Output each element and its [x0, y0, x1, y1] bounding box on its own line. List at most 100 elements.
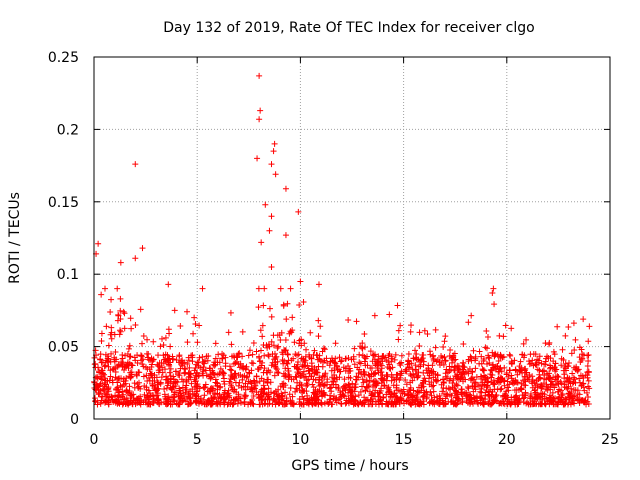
data-point: [132, 255, 139, 262]
data-point: [497, 354, 504, 361]
data-point: [490, 285, 497, 292]
data-point: [412, 347, 419, 354]
data-point: [121, 366, 128, 373]
data-point: [288, 329, 295, 336]
data-point: [557, 379, 564, 386]
data-point: [132, 321, 139, 328]
data-point: [482, 377, 489, 384]
data-point: [469, 382, 476, 389]
data-point: [163, 385, 170, 392]
axis-ticks: 0 5 10 15 20 25 0 0.05 0.1 0.15 0.2 0.25: [48, 50, 619, 448]
data-point: [401, 390, 408, 397]
data-point: [460, 366, 467, 373]
data-point: [255, 366, 262, 373]
data-point: [268, 338, 275, 345]
data-point: [130, 391, 137, 398]
data-point: [531, 379, 538, 386]
data-point: [95, 240, 102, 247]
data-point: [275, 369, 282, 376]
data-point: [261, 285, 268, 292]
data-point: [236, 379, 243, 386]
data-point: [552, 360, 559, 367]
data-point: [185, 376, 192, 383]
data-point: [371, 312, 378, 319]
data-point: [451, 367, 458, 374]
data-point: [202, 367, 209, 374]
data-point: [196, 322, 203, 329]
data-point: [282, 373, 289, 380]
data-point: [504, 384, 511, 391]
data-point: [554, 388, 561, 395]
data-point: [440, 380, 447, 387]
data-point: [107, 373, 114, 380]
data-point: [512, 366, 519, 373]
data-point: [134, 397, 141, 404]
data-point: [262, 201, 269, 208]
data-point: [191, 314, 198, 321]
data-point: [217, 394, 224, 401]
data-point: [331, 367, 338, 374]
data-point: [547, 381, 554, 388]
data-point: [322, 372, 329, 379]
data-point: [292, 373, 299, 380]
data-point: [264, 369, 271, 376]
data-point: [585, 393, 592, 400]
data-point: [137, 306, 144, 313]
data-point: [538, 383, 545, 390]
data-point: [394, 302, 401, 309]
data-point: [559, 390, 566, 397]
data-point: [334, 363, 341, 370]
data-point: [378, 379, 385, 386]
data-point: [492, 350, 499, 357]
data-point: [392, 351, 399, 358]
data-point: [387, 393, 394, 400]
data-point: [523, 336, 530, 343]
data-point: [127, 392, 134, 399]
data-point: [416, 342, 423, 349]
data-point: [254, 155, 261, 162]
data-point: [409, 377, 416, 384]
data-point: [430, 357, 437, 364]
data-point: [242, 366, 249, 373]
data-point: [282, 185, 289, 192]
data-point: [470, 347, 477, 354]
data-point: [293, 385, 300, 392]
data-point: [320, 345, 327, 352]
data-point: [361, 330, 368, 337]
data-point: [501, 382, 508, 389]
data-point: [542, 340, 549, 347]
data-point: [107, 331, 114, 338]
data-point: [116, 389, 123, 396]
data-point: [299, 371, 306, 378]
data-point: [330, 393, 337, 400]
data-point: [565, 359, 572, 366]
data-point: [318, 377, 325, 384]
data-point: [248, 380, 255, 387]
data-point: [187, 388, 194, 395]
data-point: [337, 358, 344, 365]
data-point: [498, 353, 505, 360]
data-point: [434, 372, 441, 379]
data-point: [481, 401, 488, 408]
data-point: [520, 395, 527, 402]
data-point: [533, 362, 540, 369]
data-point: [112, 369, 119, 376]
data-point: [150, 338, 157, 345]
data-point: [413, 355, 420, 362]
data-point: [281, 346, 288, 353]
data-point: [141, 391, 148, 398]
data-point: [240, 363, 247, 370]
data-point: [452, 394, 459, 401]
data-point: [561, 396, 568, 403]
data-point: [430, 382, 437, 389]
data-point: [561, 381, 568, 388]
data-point: [385, 401, 392, 408]
data-point: [506, 367, 513, 374]
data-point: [363, 397, 370, 404]
data-point: [117, 295, 124, 302]
data-point: [268, 313, 275, 320]
data-point: [402, 368, 409, 375]
data-point: [410, 371, 417, 378]
data-point: [537, 393, 544, 400]
data-point: [124, 362, 131, 369]
